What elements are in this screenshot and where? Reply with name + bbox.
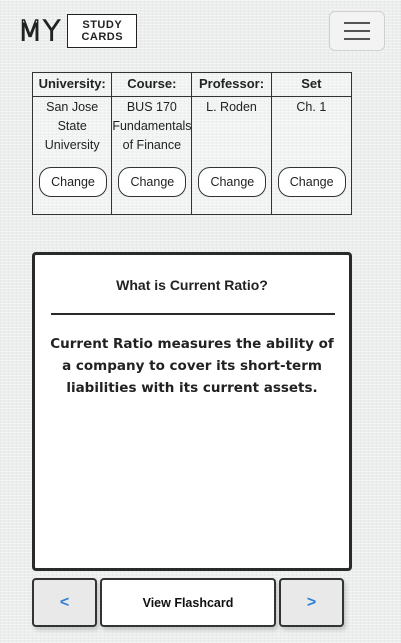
course-value: BUS 170 Fundamentals of Finance [112, 100, 192, 152]
logo-my: MY [17, 14, 62, 48]
logo[interactable]: MY STUDY CARDS [17, 14, 138, 48]
set-heading: Set [271, 73, 352, 97]
previous-card-button[interactable]: < [32, 578, 97, 627]
next-card-button[interactable]: > [279, 578, 344, 627]
university-heading: University: [33, 73, 112, 97]
flashcard[interactable]: What is Current Ratio? Current Ratio mea… [32, 252, 352, 571]
header: MY STUDY CARDS [0, 0, 401, 62]
selection-table: University: San Jose State University Ch… [32, 72, 352, 215]
course-column: Course: BUS 170 Fundamentals of Finance … [112, 73, 193, 214]
logo-line2: CARDS [81, 31, 124, 43]
change-professor-button[interactable]: Change [198, 167, 267, 197]
professor-heading: Professor: [192, 73, 271, 97]
change-university-button[interactable]: Change [39, 167, 107, 197]
professor-value: L. Roden [206, 100, 257, 114]
card-question: What is Current Ratio? [116, 277, 268, 293]
course-heading: Course: [112, 73, 192, 97]
university-value: San Jose State University [44, 100, 100, 152]
change-set-button[interactable]: Change [277, 167, 346, 197]
logo-box: STUDY CARDS [67, 14, 138, 48]
set-value: Ch. 1 [296, 100, 327, 114]
hamburger-menu-icon [344, 22, 370, 40]
university-column: University: San Jose State University Ch… [33, 73, 113, 214]
menu-button[interactable] [329, 11, 385, 51]
card-answer: Current Ratio measures the ability of a … [50, 336, 334, 396]
card-divider [51, 313, 335, 315]
change-course-button[interactable]: Change [118, 167, 187, 197]
professor-column: Professor: L. Roden Change [192, 73, 272, 214]
logo-line1: STUDY [82, 19, 123, 31]
set-column: Set Ch. 1 Change [271, 73, 352, 214]
view-flashcard-button[interactable]: View Flashcard [100, 578, 276, 627]
